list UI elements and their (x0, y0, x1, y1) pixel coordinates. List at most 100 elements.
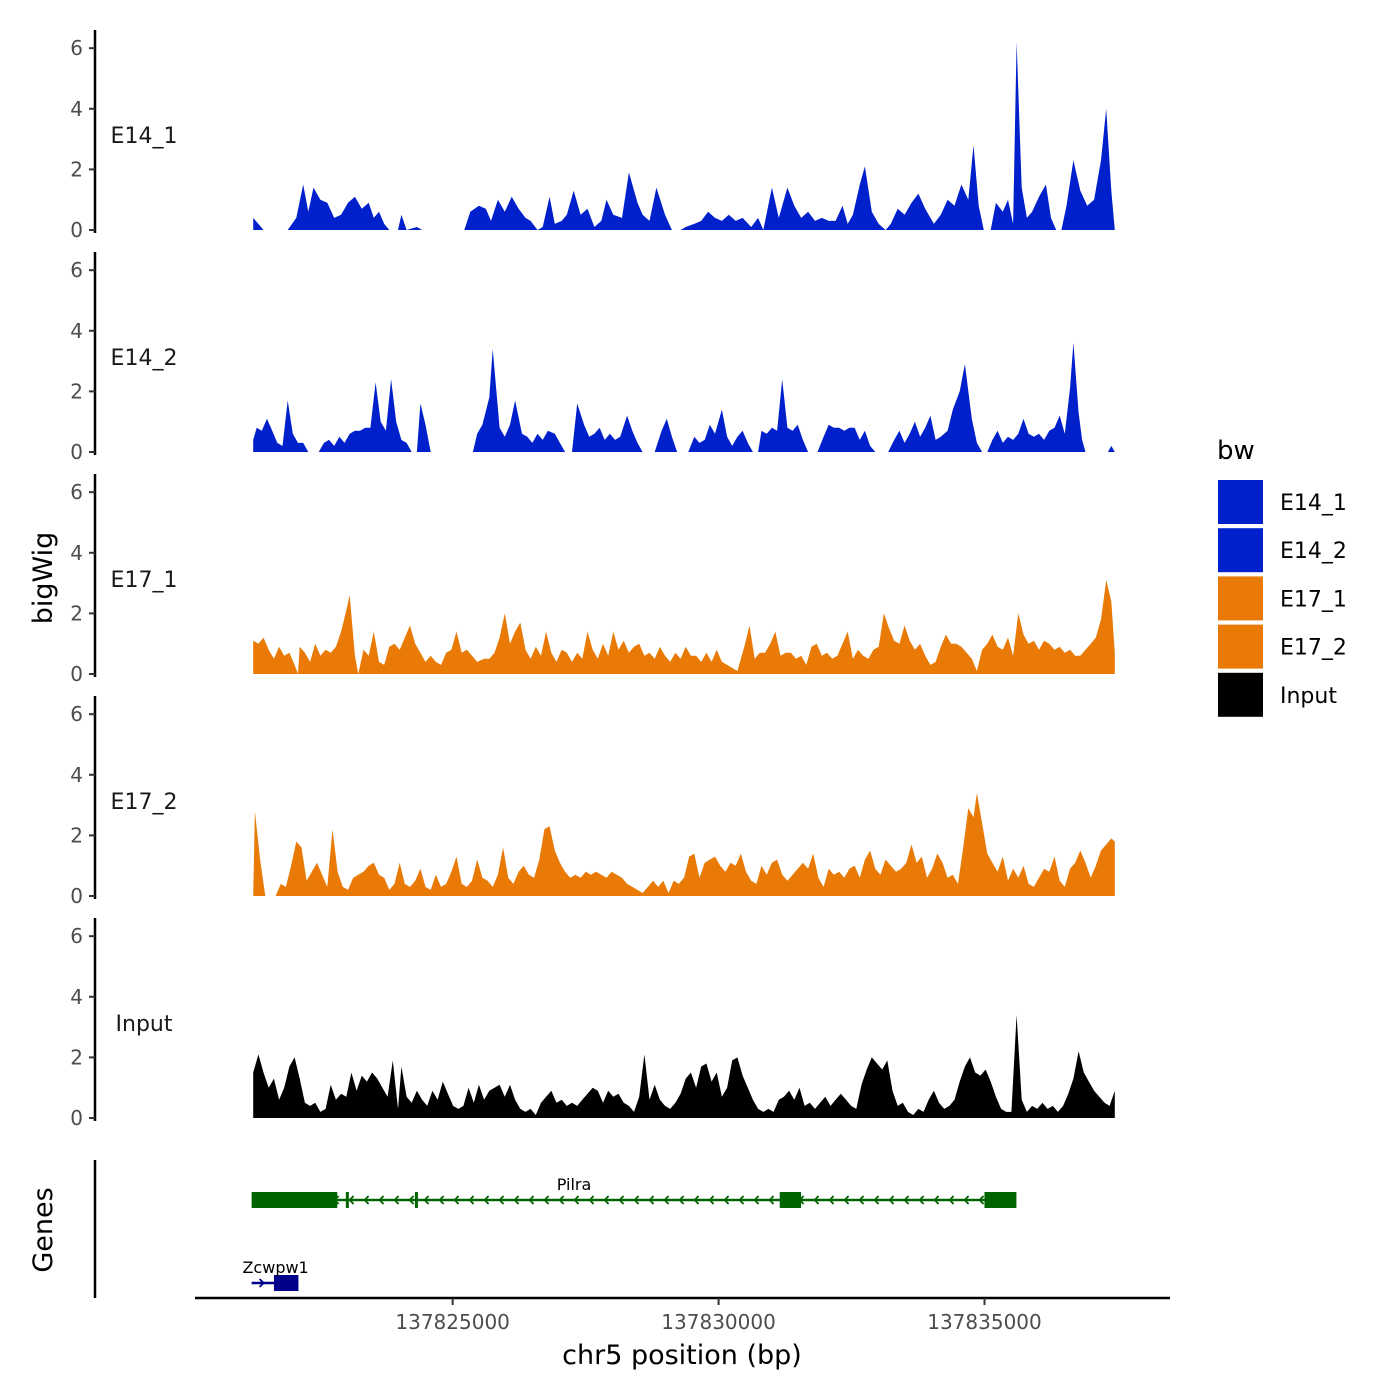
y-tick-label: 4 (70, 97, 83, 121)
gene-exon (984, 1192, 1017, 1208)
strand-chevron (858, 1195, 865, 1205)
gene-small-exon (345, 1192, 349, 1208)
gene-exon (273, 1275, 299, 1291)
strand-chevron (738, 1195, 745, 1205)
strand-chevron (663, 1195, 670, 1205)
strand-chevron (498, 1195, 505, 1205)
y-axis-title: bigWig (28, 532, 59, 625)
y-tick-label: 2 (70, 823, 83, 847)
strand-chevron (813, 1195, 820, 1205)
gene-exon (251, 1192, 338, 1208)
strand-chevron (828, 1195, 835, 1205)
gene-Pilra: Pilra (251, 1175, 1017, 1208)
strand-chevron (363, 1195, 370, 1205)
strand-chevron (393, 1195, 400, 1205)
x-tick-label: 137830000 (661, 1310, 776, 1334)
strand-chevron (618, 1195, 625, 1205)
strand-chevron (513, 1195, 520, 1205)
strand-chevron (753, 1195, 760, 1205)
strand-chevron (708, 1195, 715, 1205)
strand-chevron (483, 1195, 490, 1205)
genes-axis-title: Genes (28, 1187, 59, 1272)
x-tick-label: 137835000 (927, 1310, 1042, 1334)
strand-chevron (978, 1195, 985, 1205)
legend-label-E17_1: E17_1 (1280, 587, 1347, 612)
y-tick-label: 4 (70, 319, 83, 343)
strand-chevron (438, 1195, 445, 1205)
strand-chevron (573, 1195, 580, 1205)
legend-swatch-E14_2 (1218, 528, 1263, 573)
y-tick-label: 0 (70, 662, 83, 686)
strand-chevron (963, 1195, 970, 1205)
legend-swatch-E17_1 (1218, 576, 1263, 621)
x-axis: 137825000 137830000 137835000 (195, 1296, 1170, 1334)
signal-tracks: 0 2 4 6 E14_1 0 2 4 6 E14_2 0 2 4 6 E17_1 0 2 4 6 E17_2 0 2 4 6… (70, 30, 1115, 1130)
gene-label-Pilra: Pilra (557, 1175, 592, 1194)
genes-panel: Pilra Zcwpw1 (93, 1160, 1017, 1298)
strand-chevron (468, 1195, 475, 1205)
y-tick-label: 0 (70, 1106, 83, 1130)
strand-chevron (528, 1195, 535, 1205)
facet-label-E17_1: E17_1 (111, 568, 178, 593)
signal-area-E17_1 (253, 580, 1115, 674)
strand-chevron (888, 1195, 895, 1205)
strand-chevron (873, 1195, 880, 1205)
strand-chevron (543, 1195, 550, 1205)
track-E17_1: 0 2 4 6 E17_1 (70, 474, 1115, 686)
y-tick-label: 4 (70, 763, 83, 787)
y-tick-label: 2 (70, 157, 83, 181)
y-tick-label: 6 (70, 924, 83, 948)
y-tick-label: 4 (70, 985, 83, 1009)
signal-area-E14_2 (253, 342, 1115, 452)
y-tick-label: 6 (70, 36, 83, 60)
x-axis-title: chr5 position (bp) (562, 1340, 802, 1371)
strand-chevron (933, 1195, 940, 1205)
strand-chevron (948, 1195, 955, 1205)
signal-area-E17_2 (253, 793, 1115, 896)
track-E14_2: 0 2 4 6 E14_2 (70, 252, 1115, 464)
signal-area-E14_1 (253, 42, 1115, 230)
y-tick-label: 6 (70, 258, 83, 282)
gene-exon (779, 1192, 802, 1208)
track-E17_2: 0 2 4 6 E17_2 (70, 696, 1115, 908)
strand-chevron (453, 1195, 460, 1205)
legend-label-E14_1: E14_1 (1280, 491, 1347, 516)
strand-chevron (843, 1195, 850, 1205)
y-tick-label: 0 (70, 440, 83, 464)
y-tick-label: 6 (70, 702, 83, 726)
strand-chevron (423, 1195, 430, 1205)
strand-chevron (633, 1195, 640, 1205)
strand-chevron (588, 1195, 595, 1205)
strand-chevron (558, 1195, 565, 1205)
y-tick-label: 4 (70, 541, 83, 565)
legend-title: bw (1217, 436, 1255, 466)
legend-swatch-E17_2 (1218, 624, 1263, 669)
y-tick-label: 2 (70, 1045, 83, 1069)
strand-chevron (378, 1195, 385, 1205)
y-tick-label: 0 (70, 218, 83, 242)
facet-label-Input: Input (116, 1012, 173, 1037)
legend-swatch-E14_1 (1218, 480, 1263, 524)
strand-chevron (768, 1195, 775, 1205)
y-tick-label: 2 (70, 601, 83, 625)
strand-chevron (903, 1195, 910, 1205)
y-tick-label: 0 (70, 884, 83, 908)
legend-label-Input: Input (1280, 684, 1337, 709)
track-E14_1: 0 2 4 6 E14_1 (70, 30, 1115, 242)
strand-chevron (603, 1195, 610, 1205)
strand-chevron (678, 1195, 685, 1205)
legend-label-E14_2: E14_2 (1280, 539, 1347, 564)
legend: bw E14_1 E14_2 E17_1 E17_2 Input (1217, 436, 1347, 717)
gene-small-exon (414, 1192, 418, 1208)
signal-area-Input (253, 1015, 1115, 1118)
strand-chevron (348, 1195, 355, 1205)
legend-swatch-Input (1218, 672, 1263, 717)
strand-chevron (693, 1195, 700, 1205)
gene-Zcwpw1: Zcwpw1 (242, 1258, 309, 1291)
strand-chevron (918, 1195, 925, 1205)
y-tick-label: 2 (70, 379, 83, 403)
track-Input: 0 2 4 6 Input (70, 918, 1115, 1130)
legend-label-E17_2: E17_2 (1280, 636, 1347, 661)
strand-chevron (258, 1278, 265, 1288)
